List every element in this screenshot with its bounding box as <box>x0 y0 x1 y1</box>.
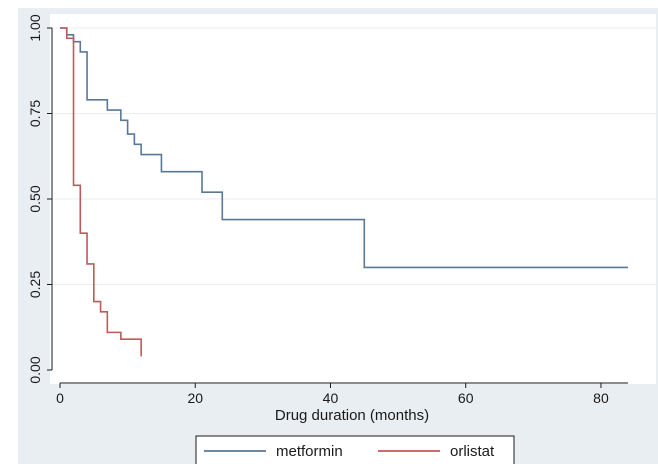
y-tick-label: 1.00 <box>27 14 43 41</box>
series-group <box>60 27 628 357</box>
legend: metformin orlistat <box>195 435 515 464</box>
series-line-orlistat <box>60 27 142 357</box>
y-tick-label: 0.00 <box>27 356 43 383</box>
y-tick-label: 0.25 <box>27 271 43 298</box>
legend-box <box>195 435 515 464</box>
axes: 0.00 0.25 0.50 0.75 1.00 0 20 40 60 80 <box>27 14 628 406</box>
gridlines <box>52 27 656 285</box>
y-tick-label: 0.75 <box>27 100 43 127</box>
legend-label-orlistat: orlistat <box>450 443 495 460</box>
x-tick-label: 0 <box>56 390 64 406</box>
x-tick-label: 80 <box>593 390 609 406</box>
x-tick-label: 40 <box>323 390 339 406</box>
y-tick-label: 0.50 <box>27 185 43 212</box>
x-axis-title: Drug duration (months) <box>275 407 429 424</box>
series-line-metformin <box>60 27 628 269</box>
x-tick-label: 20 <box>187 390 203 406</box>
legend-label-metformin: metformin <box>276 443 343 460</box>
x-tick-label: 60 <box>458 390 474 406</box>
